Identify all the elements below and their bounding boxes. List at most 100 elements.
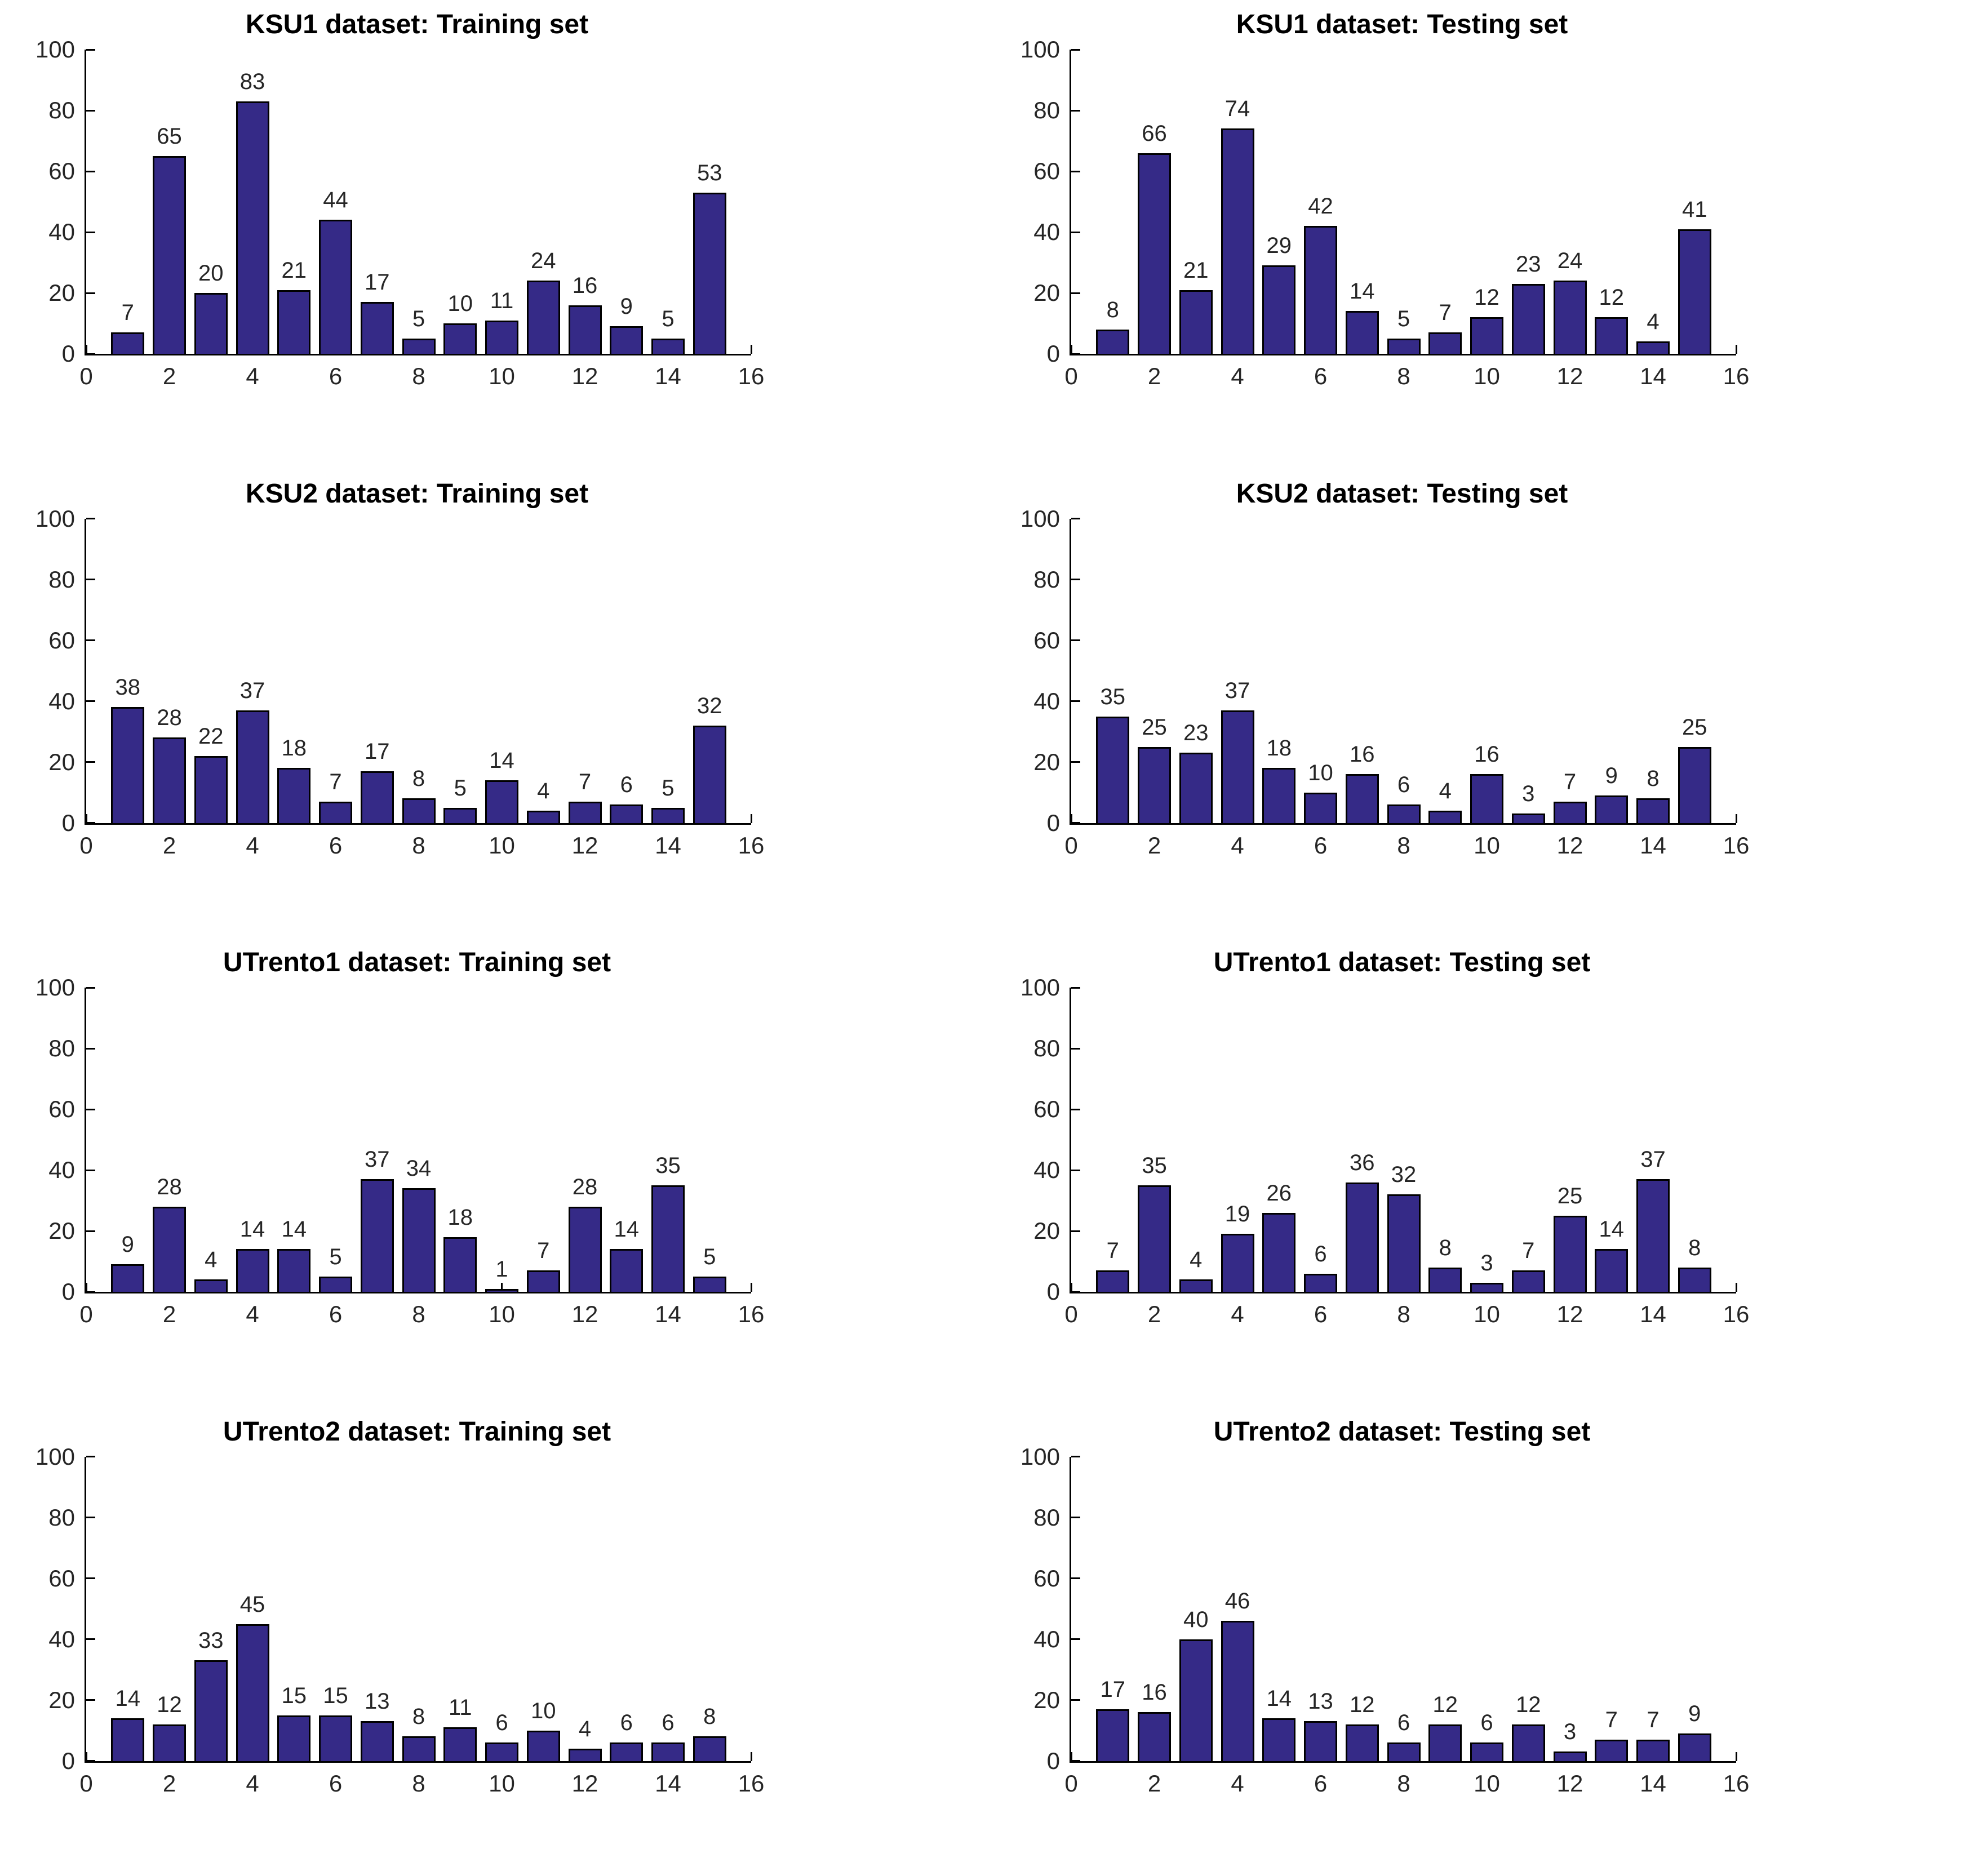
y-tick-label: 60 xyxy=(48,158,75,184)
bar xyxy=(1553,801,1587,823)
y-axis-tick xyxy=(86,1291,95,1293)
bar-value-label: 7 xyxy=(1522,1238,1535,1264)
bar-value-label: 9 xyxy=(1688,1701,1701,1726)
bar xyxy=(1304,226,1337,354)
x-tick-label: 10 xyxy=(1474,363,1500,389)
bar-value-label: 46 xyxy=(1224,1589,1250,1614)
y-axis-tick xyxy=(1071,353,1080,355)
y-axis-tick xyxy=(86,822,95,824)
bar-value-label: 4 xyxy=(537,778,550,803)
bar-value-label: 6 xyxy=(620,772,633,798)
bar-value-label: 5 xyxy=(1397,306,1410,331)
y-tick-label: 60 xyxy=(1033,626,1060,654)
y-tick-label: 60 xyxy=(48,1096,75,1122)
y-tick-label: 60 xyxy=(1033,158,1060,184)
bar-value-label: 5 xyxy=(703,1244,716,1269)
bar xyxy=(153,1724,186,1761)
bar xyxy=(485,1742,518,1761)
x-tick-label: 10 xyxy=(489,1770,515,1797)
bar-value-label: 7 xyxy=(1647,1707,1660,1732)
y-axis-tick xyxy=(1071,231,1080,233)
bar xyxy=(485,780,518,823)
bar-value-label: 1 xyxy=(495,1256,508,1282)
x-tick-label: 2 xyxy=(162,363,176,389)
y-tick-label: 0 xyxy=(1046,1747,1060,1774)
x-tick-label: 4 xyxy=(246,363,259,389)
chart-utrento1-testing: UTrento1 dataset: Testing set 0 20 40 60 80 1… xyxy=(985,938,1970,1407)
x-tick-label: 4 xyxy=(246,832,259,859)
bar xyxy=(1553,1751,1587,1761)
bar-value-label: 5 xyxy=(662,775,675,801)
bar-value-label: 7 xyxy=(1106,1238,1119,1264)
x-tick-label: 6 xyxy=(329,363,343,389)
bar-value-label: 23 xyxy=(1516,251,1541,277)
bar xyxy=(568,1748,602,1761)
bar-value-label: 28 xyxy=(572,1174,598,1199)
x-axis-tick xyxy=(1070,813,1072,823)
y-axis-tick xyxy=(86,292,95,294)
y-tick-label: 0 xyxy=(1046,809,1060,836)
x-tick-label: 16 xyxy=(1723,1770,1750,1797)
bar-value-label: 4 xyxy=(1439,778,1452,803)
bar-value-label: 3 xyxy=(1522,781,1535,807)
plot-area: 0 20 40 60 80 100 0 2 4 6 8 10 12 14 16 35 25 23 37 18 10 16 6… xyxy=(1021,505,1749,859)
bar-value-label: 8 xyxy=(1106,297,1119,322)
bar-value-label: 7 xyxy=(1563,769,1577,794)
chart-title: UTrento1 dataset: Testing set xyxy=(1213,948,1591,977)
x-tick-label: 14 xyxy=(655,363,681,389)
bar xyxy=(1595,317,1629,354)
bar xyxy=(277,768,311,823)
x-axis-tick xyxy=(85,1283,87,1292)
x-tick-label: 0 xyxy=(79,1301,93,1327)
bar xyxy=(1636,1739,1670,1761)
y-tick-label: 100 xyxy=(1020,505,1060,532)
x-axis-tick xyxy=(85,1751,87,1761)
bar-value-label: 12 xyxy=(1516,1692,1541,1717)
bar-value-label: 6 xyxy=(1314,1241,1327,1266)
bar-value-label: 6 xyxy=(1397,1710,1410,1736)
bar xyxy=(568,1206,602,1292)
x-tick-label: 16 xyxy=(738,1770,765,1797)
y-tick-label: 40 xyxy=(1033,219,1060,245)
bar-value-label: 7 xyxy=(1439,300,1452,326)
x-tick-label: 14 xyxy=(1640,1301,1666,1327)
y-tick-label: 0 xyxy=(1046,1278,1060,1305)
bar-value-label: 14 xyxy=(614,1217,640,1242)
bar-value-label: 44 xyxy=(323,188,348,213)
bar-value-label: 4 xyxy=(1190,1247,1203,1273)
y-tick-label: 20 xyxy=(1033,748,1060,775)
y-tick-label: 60 xyxy=(1033,1096,1060,1122)
plot-area: 0 20 40 60 80 100 0 2 4 6 8 10 12 14 16 7 35 4 19 26 6 36 32 8 3… xyxy=(1021,974,1749,1327)
y-tick-label: 40 xyxy=(48,1625,75,1652)
y-tick-label: 20 xyxy=(1033,279,1060,306)
y-axis-tick xyxy=(1071,822,1080,824)
x-axis-tick xyxy=(85,813,87,823)
bar xyxy=(360,302,394,354)
y-tick-label: 80 xyxy=(48,97,75,123)
y-tick-label: 60 xyxy=(1033,1564,1060,1592)
bar xyxy=(651,339,685,354)
bar-value-label: 18 xyxy=(1266,736,1292,761)
bar xyxy=(360,1179,394,1292)
y-tick-label: 40 xyxy=(1033,1625,1060,1652)
y-axis-tick xyxy=(1071,1699,1080,1701)
bar-value-label: 16 xyxy=(572,273,598,298)
y-axis-tick xyxy=(1071,109,1080,112)
bar xyxy=(1636,798,1670,823)
x-tick-label: 0 xyxy=(79,832,93,859)
bar xyxy=(651,807,685,823)
bar xyxy=(443,1727,477,1761)
x-tick-label: 4 xyxy=(1231,832,1244,859)
x-axis-tick xyxy=(750,345,752,354)
x-tick-label: 0 xyxy=(1064,832,1078,859)
bar-value-label: 15 xyxy=(323,1683,348,1708)
bar xyxy=(1221,1621,1254,1761)
y-axis-tick xyxy=(1071,579,1080,580)
bar-value-label: 14 xyxy=(1266,1686,1292,1711)
x-tick-label: 0 xyxy=(1064,363,1078,389)
bar-value-label: 12 xyxy=(1432,1692,1458,1717)
x-tick-label: 0 xyxy=(1064,1301,1078,1327)
bar xyxy=(360,771,394,823)
bar-value-label: 14 xyxy=(489,748,514,773)
y-tick-label: 80 xyxy=(48,566,75,593)
